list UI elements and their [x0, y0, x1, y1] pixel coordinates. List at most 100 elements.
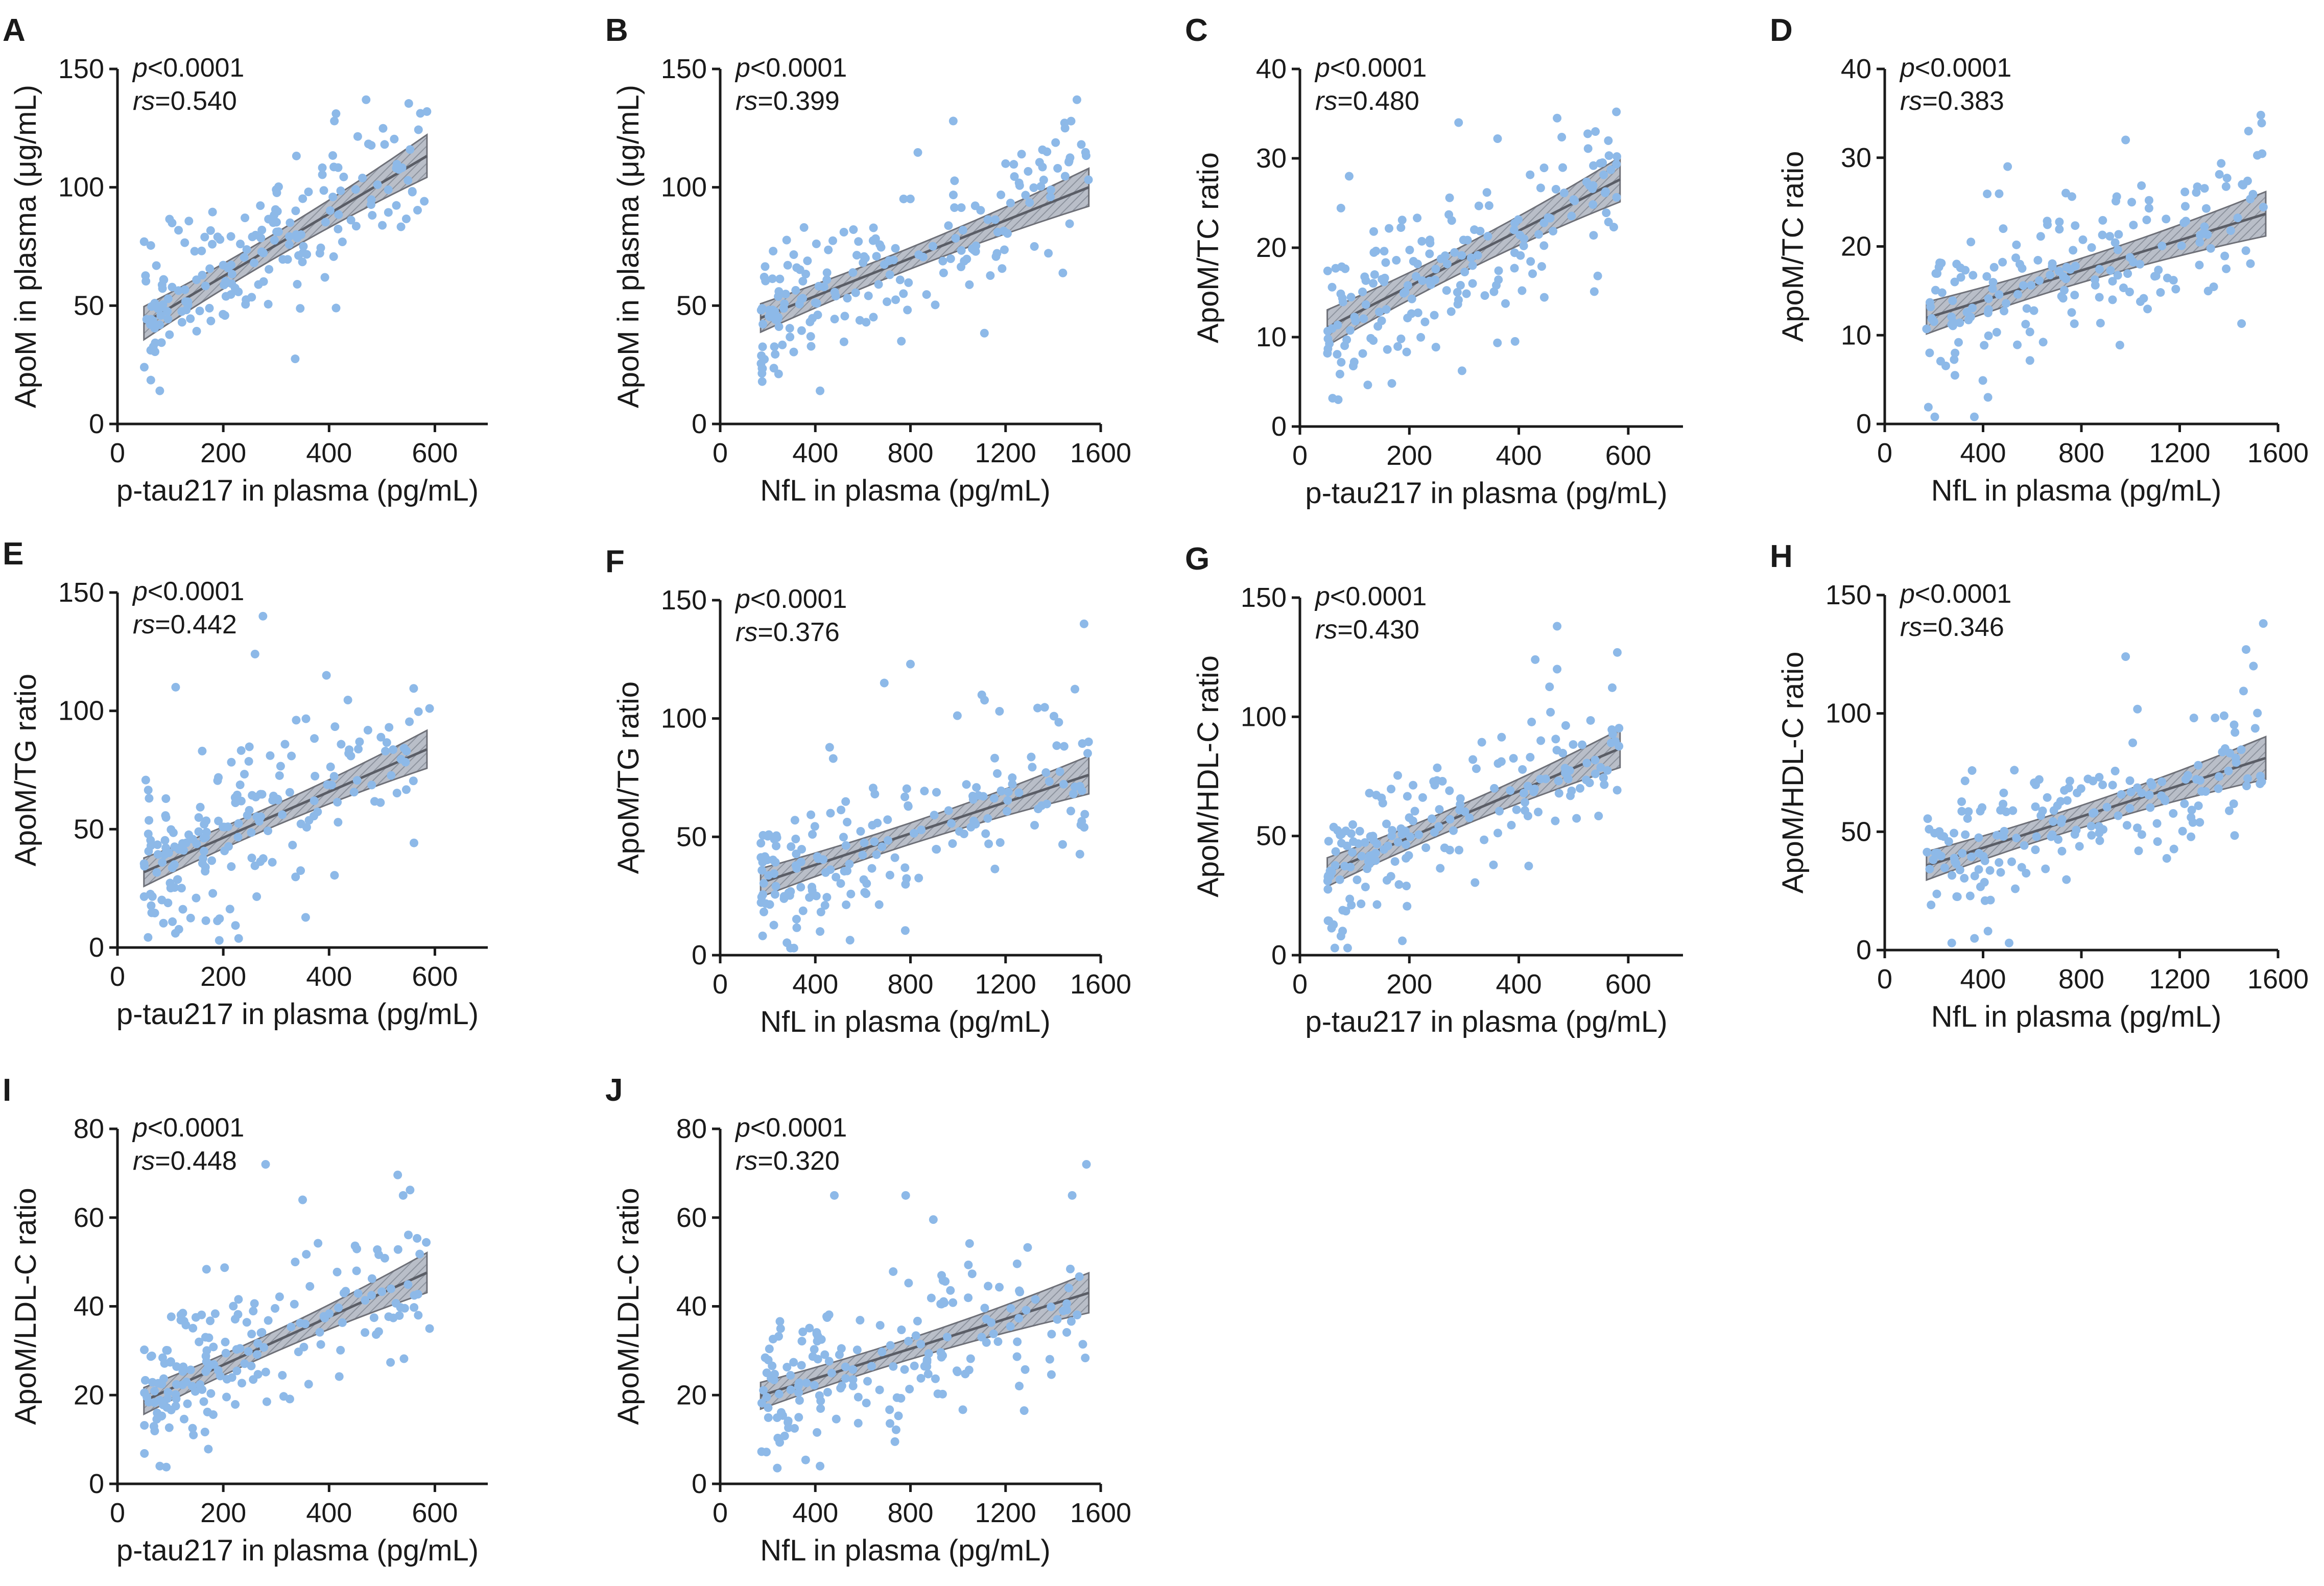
- data-point: [1397, 216, 1407, 225]
- data-point: [271, 1304, 280, 1313]
- data-point: [152, 868, 161, 877]
- data-point: [247, 1361, 256, 1370]
- data-point: [2062, 875, 2071, 884]
- x-tick-label: 1200: [2149, 964, 2210, 995]
- data-point: [1387, 379, 1396, 388]
- data-point: [2061, 274, 2071, 283]
- data-point: [320, 273, 329, 282]
- data-point: [944, 806, 953, 815]
- data-point: [1600, 188, 1609, 198]
- data-point: [156, 311, 165, 320]
- data-point: [1551, 816, 1560, 825]
- data-point: [266, 751, 275, 760]
- data-point: [230, 1315, 240, 1324]
- data-point: [192, 275, 201, 285]
- data-point: [386, 1284, 395, 1293]
- data-point: [1608, 729, 1617, 739]
- data-point: [205, 264, 215, 273]
- data-point: [2259, 619, 2268, 628]
- data-point: [169, 828, 178, 837]
- rs-label: rs: [1315, 615, 1337, 645]
- data-point: [822, 893, 832, 902]
- data-point: [990, 753, 999, 763]
- data-point: [1345, 326, 1355, 335]
- data-point: [757, 377, 767, 386]
- data-point: [1454, 295, 1463, 304]
- data-point: [2067, 308, 2076, 317]
- data-point: [1534, 808, 1543, 817]
- data-point: [914, 873, 923, 883]
- data-point: [414, 125, 423, 134]
- data-point: [301, 714, 311, 723]
- data-point: [1456, 794, 1465, 803]
- rs-value-text: rs=0.399: [736, 86, 840, 116]
- data-point: [257, 1328, 267, 1337]
- data-point: [1338, 906, 1347, 915]
- rs-label: rs: [1315, 86, 1337, 116]
- x-tick-label: 1200: [975, 969, 1036, 1000]
- regression-line: [1926, 212, 2266, 319]
- data-point: [1436, 864, 1445, 873]
- rs-label: rs: [133, 1146, 155, 1176]
- data-point: [1472, 764, 1481, 773]
- data-point: [1450, 248, 1459, 257]
- data-point: [361, 1328, 370, 1337]
- data-point: [381, 747, 390, 756]
- p-value: <0.0001: [750, 53, 847, 83]
- data-point: [1490, 784, 1499, 793]
- data-point: [990, 864, 1000, 873]
- data-point: [948, 116, 958, 126]
- data-point: [758, 364, 767, 373]
- data-point: [192, 893, 201, 903]
- data-point: [174, 286, 183, 295]
- data-point: [876, 243, 886, 252]
- data-point: [1554, 789, 1563, 798]
- data-point: [2000, 306, 2009, 316]
- data-point: [1992, 831, 2001, 840]
- data-point: [1983, 309, 1993, 318]
- data-point: [783, 261, 792, 270]
- rs-label: rs: [736, 618, 757, 647]
- data-point: [1393, 838, 1403, 847]
- data-point: [957, 262, 966, 271]
- y-tick-label: 40: [74, 1291, 104, 1322]
- y-tick-label: 50: [676, 290, 707, 321]
- data-point: [769, 364, 778, 373]
- data-point: [878, 1347, 887, 1357]
- data-point: [1023, 1243, 1032, 1252]
- y-tick-label: 40: [676, 1291, 707, 1322]
- data-point: [953, 1367, 962, 1377]
- data-point: [953, 711, 962, 720]
- data-point: [2121, 135, 2130, 145]
- data-point: [1599, 170, 1608, 179]
- data-point: [331, 109, 341, 118]
- x-tick-label: 400: [1960, 964, 2006, 995]
- data-point: [1069, 789, 1078, 798]
- data-point: [807, 810, 816, 819]
- data-point: [336, 186, 345, 196]
- data-point: [1374, 307, 1384, 317]
- data-point: [1523, 782, 1532, 791]
- data-point: [2125, 804, 2135, 813]
- data-point: [913, 148, 922, 157]
- data-point: [163, 294, 173, 303]
- data-point: [1411, 272, 1420, 281]
- data-point: [1384, 224, 1393, 233]
- data-point: [1084, 175, 1093, 184]
- data-point: [2031, 845, 2040, 855]
- data-point: [1512, 805, 1521, 814]
- data-point: [828, 236, 837, 245]
- data-point: [219, 261, 228, 270]
- data-point: [1474, 201, 1483, 210]
- data-point: [2144, 791, 2153, 800]
- data-point: [245, 742, 254, 751]
- data-point: [901, 1191, 910, 1200]
- data-point: [273, 795, 282, 804]
- data-point: [208, 1410, 218, 1419]
- data-point: [984, 839, 993, 848]
- data-point: [183, 1399, 192, 1408]
- data-point: [1044, 249, 1053, 258]
- data-point: [771, 350, 780, 359]
- p-label: p: [1899, 53, 1915, 83]
- data-point: [234, 934, 243, 943]
